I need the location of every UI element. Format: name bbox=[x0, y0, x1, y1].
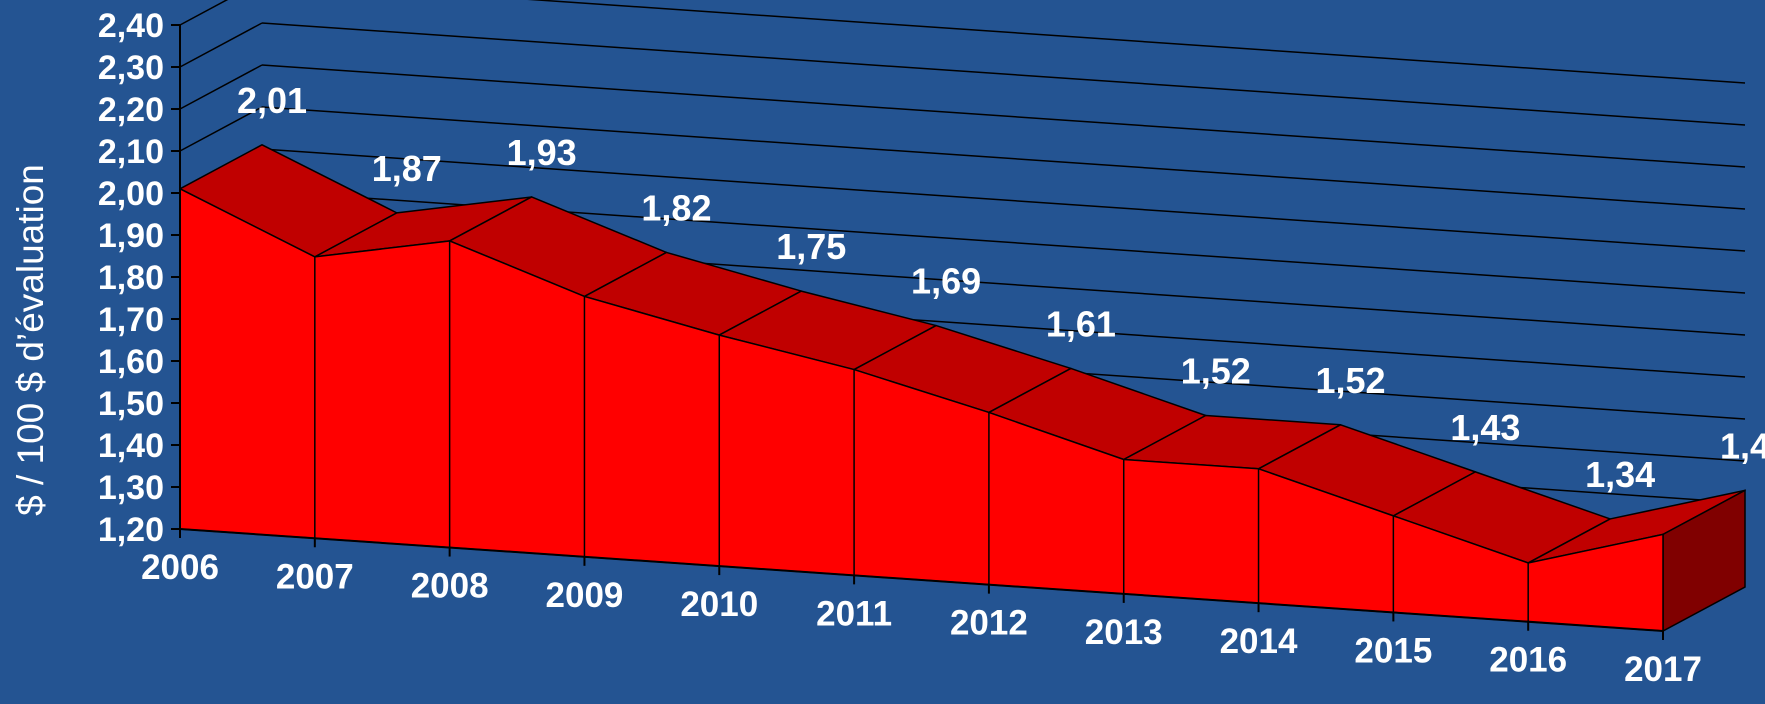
y-tick-label: 1,20 bbox=[98, 511, 164, 549]
data-label: 2,01 bbox=[237, 80, 307, 121]
data-label: 1,52 bbox=[1181, 351, 1251, 392]
gridline bbox=[261, 64, 1746, 168]
data-label: 1,93 bbox=[507, 132, 577, 173]
x-tick-label: 2012 bbox=[950, 604, 1028, 643]
x-tick-label: 2016 bbox=[1489, 641, 1567, 680]
gridline bbox=[261, 148, 1746, 252]
axes bbox=[171, 24, 1664, 640]
x-tick-label: 2014 bbox=[1220, 622, 1298, 661]
y-tick-label: 2,20 bbox=[98, 91, 164, 129]
x-tick-label: 2008 bbox=[411, 567, 489, 606]
y-tick-label: 2,00 bbox=[98, 175, 164, 213]
x-tick-label: 2010 bbox=[680, 585, 758, 624]
x-tick-label: 2013 bbox=[1085, 613, 1163, 652]
data-label: 1,52 bbox=[1316, 360, 1386, 401]
series-top-faces bbox=[179, 144, 1746, 564]
data-label: 1,69 bbox=[911, 261, 981, 302]
y-tick-label: 1,30 bbox=[98, 469, 164, 507]
data-label: 1,43 bbox=[1450, 407, 1520, 448]
x-tick-label: 2007 bbox=[276, 557, 354, 596]
gridline-side bbox=[179, 22, 263, 68]
x-tick-label: 2011 bbox=[816, 594, 892, 633]
y-tick-label: 2,30 bbox=[98, 49, 164, 87]
y-tick-label: 1,40 bbox=[98, 427, 164, 465]
data-label: 1,87 bbox=[372, 148, 442, 189]
data-label: 1,75 bbox=[776, 226, 846, 267]
y-tick-label: 1,90 bbox=[98, 217, 164, 255]
y-axis-title: $ / 100 $ d’évaluation bbox=[10, 164, 51, 516]
y-tick-label: 1,70 bbox=[98, 301, 164, 339]
area-front-face bbox=[179, 187, 1664, 632]
x-tick-label: 2015 bbox=[1354, 631, 1432, 670]
x-tick-label: 2006 bbox=[141, 548, 219, 587]
y-tick-label: 2,40 bbox=[98, 7, 164, 45]
x-tick-label: 2009 bbox=[546, 576, 624, 615]
data-label: 1,34 bbox=[1585, 454, 1655, 495]
gridline-side bbox=[179, 0, 229, 26]
gridline bbox=[261, 22, 1746, 126]
x-tick-label: 2017 bbox=[1624, 650, 1702, 689]
gridline bbox=[527, 0, 1746, 84]
gridline-side bbox=[179, 64, 263, 110]
gridline-side bbox=[179, 106, 263, 152]
y-tick-label: 1,80 bbox=[98, 259, 164, 297]
data-label: 1,82 bbox=[641, 187, 711, 228]
x-axis bbox=[179, 528, 1664, 632]
y-tick-label: 1,60 bbox=[98, 343, 164, 381]
y-tick-label: 2,10 bbox=[98, 133, 164, 171]
data-label: 1,43 bbox=[1720, 425, 1765, 466]
data-label: 1,61 bbox=[1046, 303, 1116, 344]
chart-labels: 1,20 1,30 1,40 1,50 1,60 1,70 1,80 1,90 2,00 2,10… bbox=[98, 7, 1765, 689]
y-tick-label: 1,50 bbox=[98, 385, 164, 423]
gridline bbox=[261, 106, 1746, 210]
